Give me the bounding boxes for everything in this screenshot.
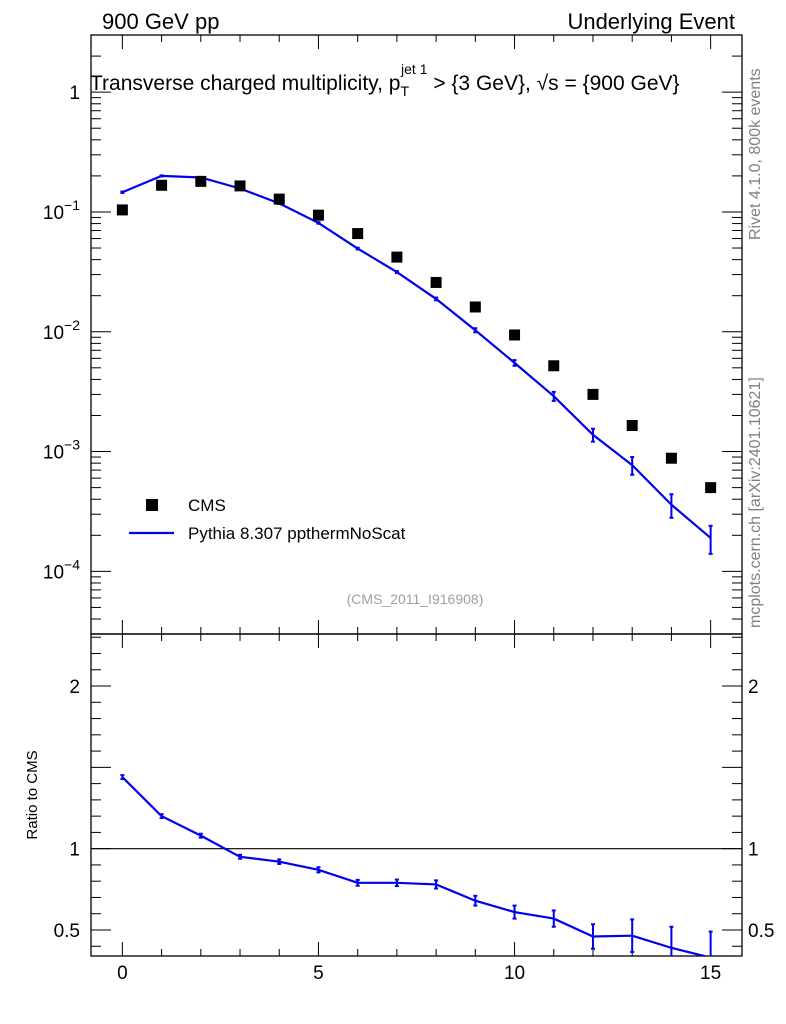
y-tick-exp: −2 [64, 317, 80, 333]
ratio-series-group [120, 774, 713, 956]
cms-data-point [391, 251, 403, 263]
cms-data-point [195, 175, 207, 187]
legend-data-marker [146, 499, 158, 511]
header-right: Underlying Event [567, 9, 735, 34]
y-tick-label: 10−2 [43, 317, 80, 344]
cms-data-point [430, 276, 442, 288]
ratio-y-tick-label: 0.5 [54, 921, 80, 942]
ratio-series-line [121, 776, 709, 956]
cms-data-point [234, 180, 246, 192]
cms-data-point [116, 204, 128, 216]
legend-mc-label: Pythia 8.307 ppthermNoScat [188, 524, 406, 543]
mc-series-line [121, 174, 712, 539]
y-tick-base: 10 [43, 203, 64, 224]
cms-data-point [587, 388, 599, 400]
title-sub: T [400, 83, 409, 99]
ratio-y-tick-label: 1 [69, 840, 80, 861]
ratio-ylabel: Ratio to CMS [24, 750, 41, 839]
side-label-mcplots: mcplots.cern.ch [arXiv:2401.10621] [747, 377, 764, 628]
side-label-rivet: Rivet 4.1.0, 800k events [747, 68, 764, 240]
cms-data-point [705, 482, 717, 494]
y-tick-base: 10 [43, 323, 64, 344]
x-tick-label: 0 [117, 963, 128, 984]
cms-data-point [626, 420, 638, 432]
title-main: Transverse charged multiplicity, p [90, 72, 400, 95]
legend-data-label: CMS [188, 496, 226, 515]
cms-data-point [665, 452, 677, 464]
ratio-plot-frame [90, 633, 743, 957]
analysis-id: (CMS_2011_I916908) [347, 591, 484, 607]
ratio-y-tick-label: 2 [69, 677, 80, 698]
y-tick-exp: −3 [64, 437, 80, 453]
y-tick-base: 10 [43, 443, 64, 464]
y-tick-exp: −1 [64, 197, 80, 213]
y-tick-label: 10−1 [43, 197, 80, 224]
x-tick-label: 15 [700, 963, 721, 984]
title-sup: jet 1 [400, 61, 428, 77]
cms-data-point [312, 209, 324, 221]
y-tick-label: 10−3 [43, 437, 80, 464]
cms-data-point [352, 228, 364, 240]
x-tick-label: 10 [504, 963, 525, 984]
ratio-y-tick-label-right: 1 [748, 840, 759, 861]
y-tick-label: 10−4 [43, 556, 80, 583]
y-tick-label: 1 [69, 83, 80, 104]
title-rest: > {3 GeV}, √s = {900 GeV} [427, 72, 679, 95]
x-tick-label: 5 [313, 963, 324, 984]
ratio-y-tick-label-right: 2 [748, 677, 759, 698]
main-plot-frame [90, 34, 743, 635]
cms-data-point [469, 301, 481, 313]
cms-data-point [509, 329, 521, 341]
cms-data-point [156, 179, 168, 191]
y-tick-base: 10 [43, 562, 64, 583]
cms-data-point [548, 360, 560, 372]
plot-title: Transverse charged multiplicity, pTjet 1… [90, 61, 680, 99]
y-tick-exp: −4 [64, 556, 80, 572]
cms-data-point [273, 193, 285, 205]
ratio-y-tick-label-right: 0.5 [748, 921, 774, 942]
header-left: 900 GeV pp [102, 9, 219, 34]
